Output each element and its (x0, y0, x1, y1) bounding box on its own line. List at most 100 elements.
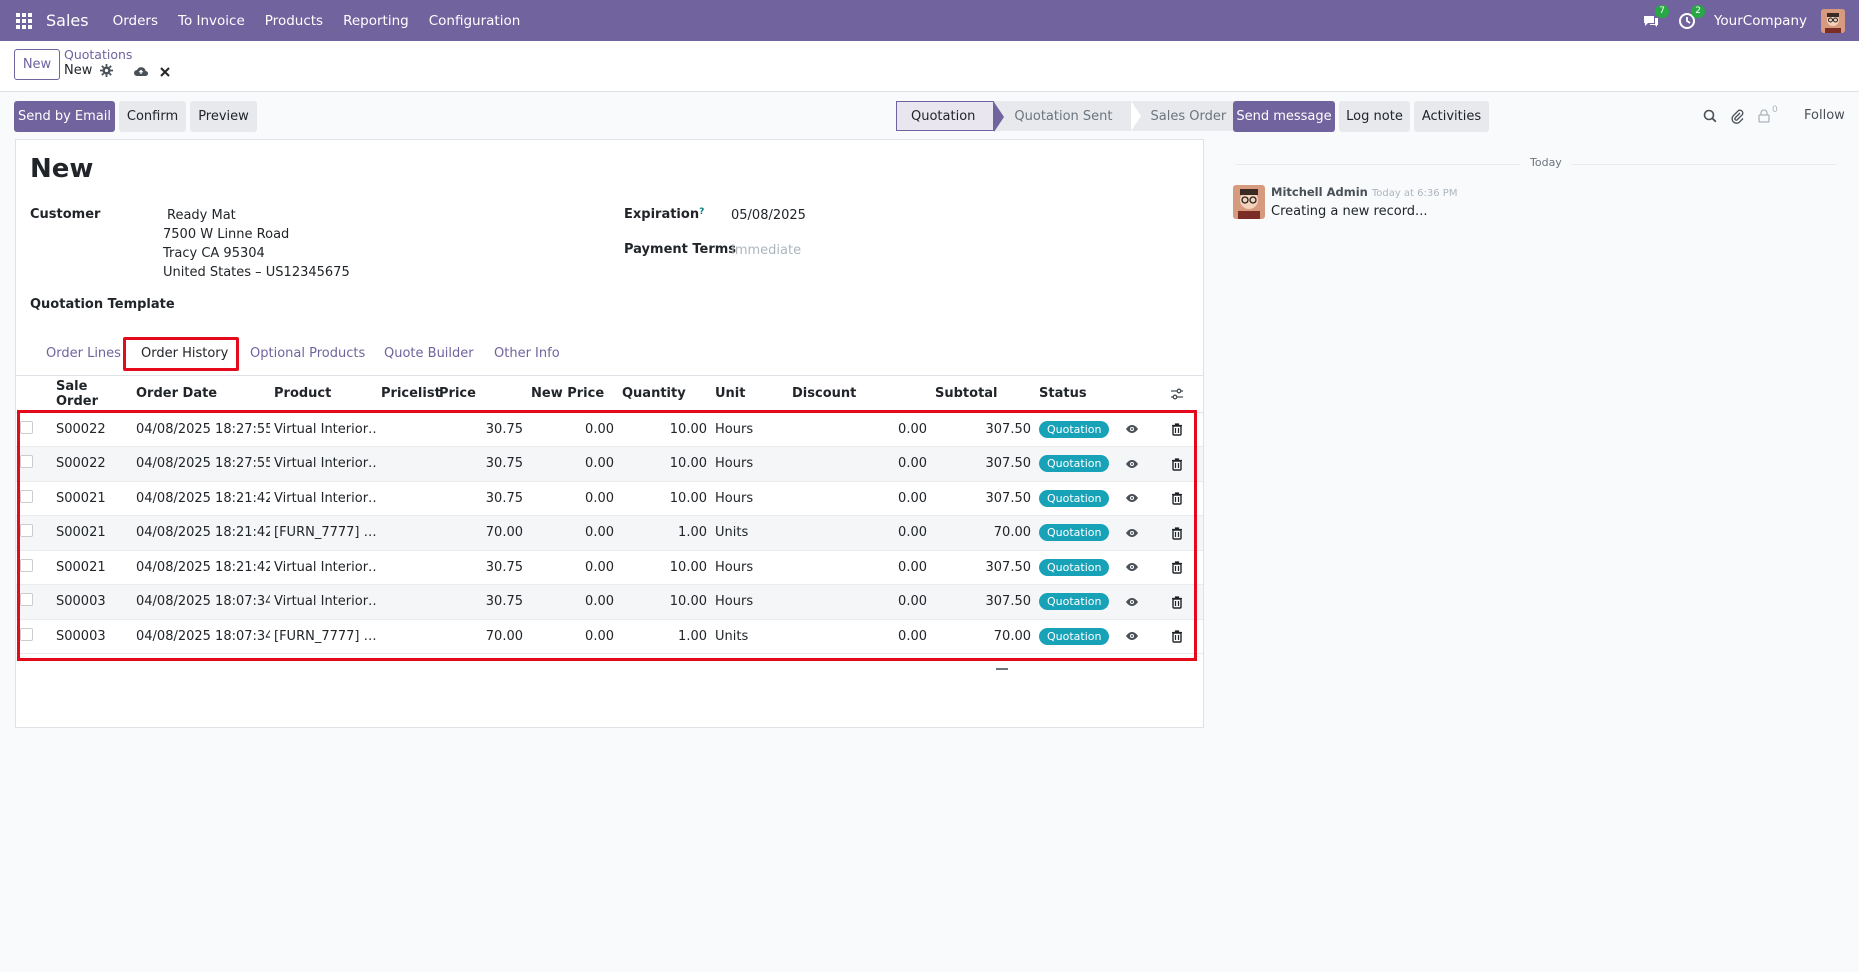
menu-reporting[interactable]: Reporting (343, 12, 409, 29)
eye-icon[interactable] (1125, 560, 1139, 574)
stage-sales-order[interactable]: Sales Order (1130, 101, 1245, 131)
eye-icon[interactable] (1125, 422, 1139, 436)
eye-icon[interactable] (1125, 457, 1139, 471)
expiration-help-icon[interactable]: ? (699, 207, 705, 217)
cell-delete[interactable] (1166, 515, 1203, 551)
row-checkbox-box[interactable] (20, 627, 33, 641)
trash-icon[interactable] (1170, 491, 1184, 505)
row-checkbox[interactable] (16, 584, 52, 620)
tab-quote-builder[interactable]: Quote Builder (384, 346, 474, 361)
menu-configuration[interactable]: Configuration (428, 12, 521, 29)
cell-delete[interactable] (1166, 619, 1203, 654)
row-checkbox[interactable] (16, 446, 52, 482)
row-checkbox-box[interactable] (20, 489, 33, 503)
eye-icon[interactable] (1125, 595, 1139, 609)
user-avatar[interactable] (1821, 8, 1845, 33)
activities-button[interactable]: Activities (1414, 101, 1489, 132)
cell-delete[interactable] (1166, 584, 1203, 620)
table-row[interactable]: S00022 04/08/2025 18:27:55 Virtual Interio… (16, 446, 1203, 482)
author-avatar[interactable] (1233, 185, 1265, 219)
save-cloud-icon[interactable] (133, 64, 149, 80)
row-checkbox[interactable] (16, 619, 52, 654)
resize-grip[interactable] (996, 668, 1008, 670)
stage-quotation-sent[interactable]: Quotation Sent (994, 101, 1141, 131)
col-price[interactable]: Price (435, 376, 527, 413)
row-checkbox[interactable] (16, 481, 52, 516)
trash-icon[interactable] (1170, 422, 1184, 436)
row-checkbox-box[interactable] (20, 420, 33, 434)
activities-icon[interactable]: 2 (1678, 4, 1705, 30)
col-unit[interactable]: Unit (711, 376, 788, 413)
cell-view[interactable] (1121, 515, 1166, 551)
send-message-button[interactable]: Send message (1233, 101, 1335, 132)
col-pricelist[interactable]: Pricelist (377, 376, 441, 413)
trash-icon[interactable] (1170, 560, 1184, 574)
lock-icon[interactable] (1756, 108, 1772, 124)
trash-icon[interactable] (1170, 457, 1184, 471)
cell-delete[interactable] (1166, 550, 1203, 585)
send-by-email-button[interactable]: Send by Email (14, 101, 115, 132)
col-subtotal[interactable]: Subtotal (931, 376, 1035, 413)
discard-close-icon[interactable] (157, 64, 173, 80)
customer-field[interactable]: Ready Mat (167, 208, 236, 223)
cell-view[interactable] (1121, 446, 1166, 482)
stage-quotation[interactable]: Quotation (896, 101, 1005, 132)
cell-delete[interactable] (1166, 446, 1203, 482)
payment-terms-field[interactable]: Immediate (731, 243, 802, 258)
search-icon[interactable] (1702, 108, 1718, 124)
expiration-field[interactable]: 05/08/2025 (731, 208, 806, 223)
row-checkbox-box[interactable] (20, 558, 33, 572)
new-button[interactable]: New (14, 49, 60, 80)
message-author-name[interactable]: Mitchell Admin (1271, 185, 1368, 199)
table-row[interactable]: S00021 04/08/2025 18:21:42 Virtual Interio… (16, 481, 1203, 516)
cell-view[interactable] (1121, 584, 1166, 620)
trash-icon[interactable] (1170, 629, 1184, 643)
app-name[interactable]: Sales (46, 11, 89, 30)
tab-optional-products[interactable]: Optional Products (250, 346, 366, 361)
menu-orders[interactable]: Orders (112, 12, 158, 29)
optional-columns-toggle[interactable] (1166, 376, 1203, 413)
eye-icon[interactable] (1125, 526, 1139, 540)
tab-order-lines[interactable]: Order Lines (46, 346, 121, 361)
col-order-date[interactable]: Order Date (132, 376, 270, 413)
cell-delete[interactable] (1166, 412, 1203, 447)
follow-button[interactable]: Follow (1804, 108, 1845, 123)
column-settings-icon[interactable] (1170, 387, 1184, 401)
paperclip-icon[interactable] (1729, 108, 1745, 124)
row-checkbox-box[interactable] (20, 455, 33, 469)
menu-to-invoice[interactable]: To Invoice (178, 12, 245, 29)
row-checkbox[interactable] (16, 550, 52, 585)
cell-view[interactable] (1121, 481, 1166, 516)
table-row[interactable]: S00022 04/08/2025 18:27:55 Virtual Interio… (16, 412, 1203, 447)
cell-view[interactable] (1121, 550, 1166, 585)
col-quantity[interactable]: Quantity (618, 376, 711, 413)
confirm-button[interactable]: Confirm (119, 101, 186, 132)
menu-products[interactable]: Products (264, 12, 324, 29)
trash-icon[interactable] (1170, 526, 1184, 540)
col-status[interactable]: Status (1035, 376, 1121, 413)
eye-icon[interactable] (1125, 491, 1139, 505)
col-new-price[interactable]: New Price (527, 376, 618, 413)
app-menu-icon[interactable] (14, 11, 34, 31)
cell-view[interactable] (1121, 619, 1166, 654)
cell-delete[interactable] (1166, 481, 1203, 516)
cell-view[interactable] (1121, 412, 1166, 447)
table-row[interactable]: S00021 04/08/2025 18:21:42 [FURN_7777] … 70… (16, 515, 1203, 551)
tab-other-info[interactable]: Other Info (494, 346, 560, 361)
gear-icon[interactable] (100, 64, 114, 77)
breadcrumb-quotations[interactable]: Quotations (64, 47, 133, 62)
log-note-button[interactable]: Log note (1339, 101, 1410, 132)
row-checkbox[interactable] (16, 412, 52, 447)
row-checkbox[interactable] (16, 515, 52, 551)
preview-button[interactable]: Preview (190, 101, 257, 132)
col-sale-order[interactable]: Sale Order (52, 376, 132, 413)
col-product[interactable]: Product (270, 376, 377, 413)
eye-icon[interactable] (1125, 629, 1139, 643)
table-row[interactable]: S00003 04/08/2025 18:07:34 [FURN_7777] … 70… (16, 619, 1203, 654)
trash-icon[interactable] (1170, 595, 1184, 609)
messages-icon[interactable]: 7 (1642, 4, 1669, 30)
record-title[interactable]: New (30, 154, 94, 184)
table-row[interactable]: S00003 04/08/2025 18:07:34 Virtual Interio… (16, 584, 1203, 620)
company-switcher[interactable]: YourCompany (1713, 12, 1807, 29)
row-checkbox-box[interactable] (20, 593, 33, 607)
